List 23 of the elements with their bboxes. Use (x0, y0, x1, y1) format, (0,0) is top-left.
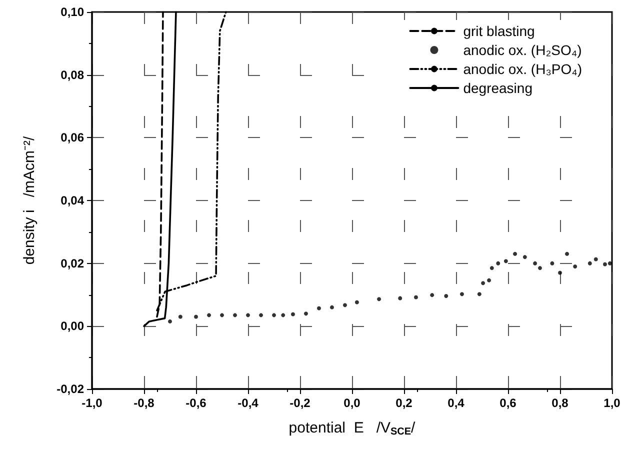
y-tick-label: 0,10 (60, 5, 84, 19)
y-tick-label: 0,04 (60, 194, 84, 208)
y-tick-label: 0,08 (60, 68, 84, 82)
y-axis-title: density i /mAcm⁻²/ (21, 135, 38, 265)
y-tick-label: 0,06 (60, 130, 84, 145)
x-tick-label: 0,6 (500, 396, 517, 410)
legend-label: degreasing (463, 80, 532, 96)
x-tick-label: 0,2 (396, 396, 413, 410)
x-tick-label: -0,2 (290, 396, 311, 410)
y-tick-label: 0,02 (60, 256, 84, 270)
y-tick-label: 0,00 (60, 319, 84, 334)
x-tick-label: 1,0 (604, 396, 621, 410)
x-tick-label: 0,8 (552, 396, 569, 410)
x-tick-label: -1,0 (82, 396, 103, 410)
legend-label: grit blasting (463, 23, 535, 39)
legend-label: anodic ox. (H₂SO₄) (463, 42, 582, 58)
y-tick-label: -0,02 (56, 382, 84, 396)
legend-label: anodic ox. (H₃PO₄) (463, 61, 582, 77)
x-tick-label: -0,4 (238, 396, 259, 410)
x-tick-label: 0,0 (344, 396, 361, 410)
x-tick-label: 0,4 (448, 396, 465, 410)
x-tick-label: -0,6 (186, 396, 207, 410)
x-tick-label: -0,8 (134, 396, 155, 410)
